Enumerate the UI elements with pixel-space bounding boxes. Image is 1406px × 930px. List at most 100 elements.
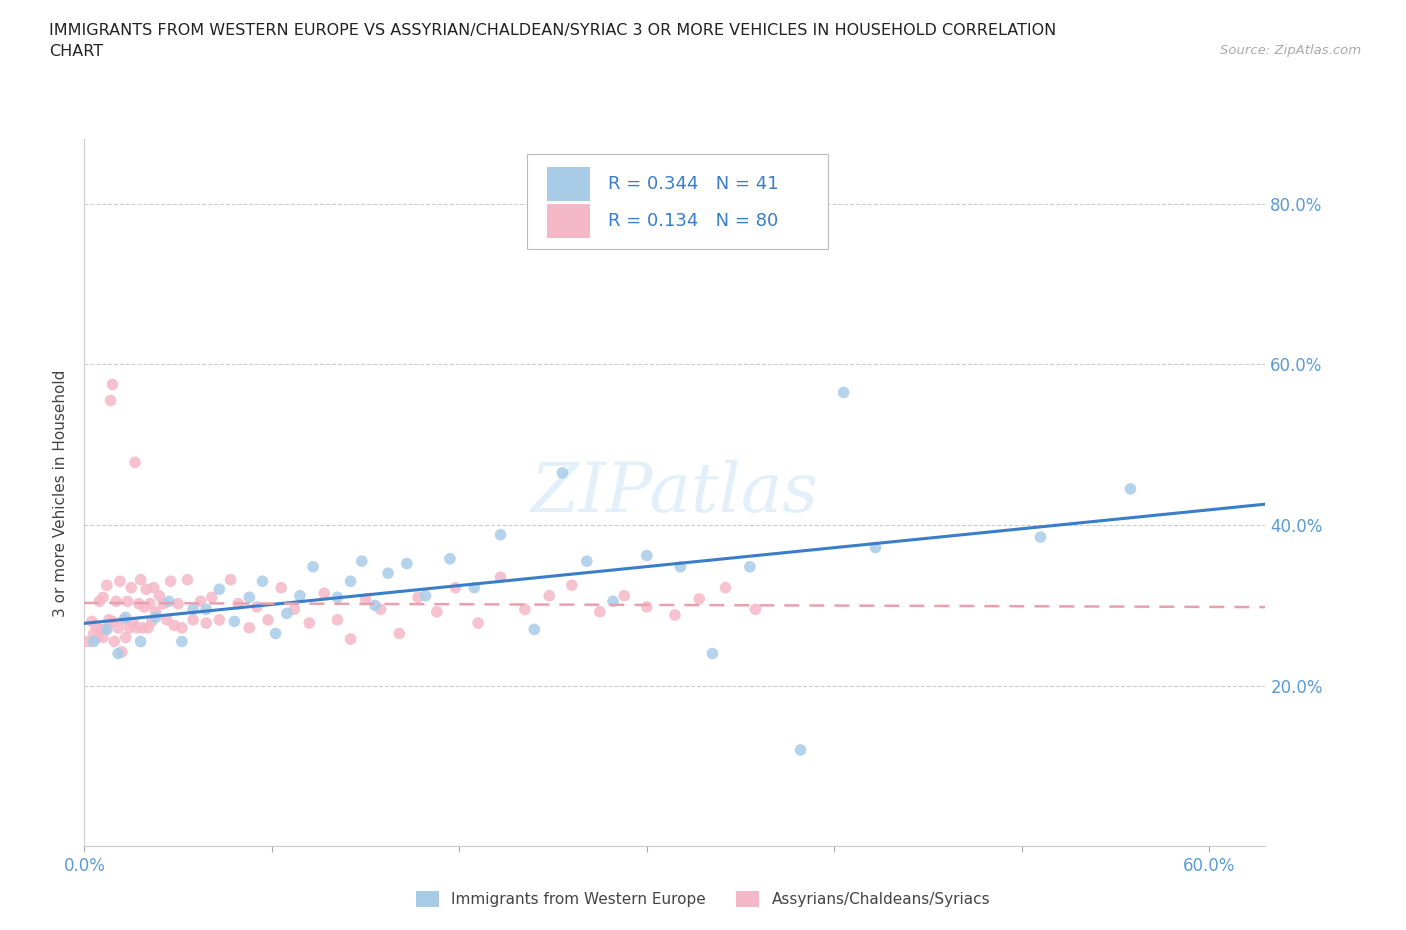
Point [152,596,174,611]
Point [439,551,461,566]
Point [208,612,231,627]
Point [129,634,152,649]
Point [257,612,280,627]
Point [467,616,489,631]
Point [135,582,157,597]
Point [114,610,136,625]
Point [170,620,193,635]
Point [395,556,418,571]
Point [339,574,361,589]
Point [195,616,218,631]
Point [364,598,387,613]
Point [101,614,124,629]
Legend: Immigrants from Western Europe, Assyrians/Chaldeans/Syriacs: Immigrants from Western Europe, Assyrian… [409,884,997,913]
Point [96,578,118,592]
Point [444,580,467,595]
Point [156,612,179,627]
Point [120,580,142,595]
Point [131,620,153,635]
Point [463,580,485,595]
Point [181,602,204,617]
Point [388,626,411,641]
Point [224,614,246,629]
Point [636,600,658,615]
Text: Source: ZipAtlas.com: Source: ZipAtlas.com [1220,44,1361,57]
Text: IMMIGRANTS FROM WESTERN EUROPE VS ASSYRIAN/CHALDEAN/SYRIAC 3 OR MORE VEHICLES IN: IMMIGRANTS FROM WESTERN EUROPE VS ASSYRI… [49,23,1056,38]
Point [406,590,429,604]
Point [538,589,561,604]
Point [96,622,118,637]
Point [91,590,114,604]
Point [789,742,811,757]
Point [636,548,658,563]
Point [339,631,361,646]
Point [91,630,114,644]
Text: ZIPatlas: ZIPatlas [531,459,818,526]
Point [136,620,159,635]
Point [426,604,449,619]
Point [602,594,624,609]
Point [145,610,167,625]
Bar [547,167,591,201]
Point [302,559,325,574]
Point [688,591,710,606]
Text: R = 0.134   N = 80: R = 0.134 N = 80 [607,212,778,230]
Point [702,646,724,661]
Point [167,596,190,611]
Point [94,622,117,637]
Point [270,580,292,595]
Point [832,385,855,400]
Bar [547,204,591,238]
Point [370,602,392,617]
Point [80,614,103,629]
Point [350,553,373,568]
Point [551,465,574,480]
Point [90,622,112,637]
Point [141,614,163,629]
Point [125,620,148,635]
Point [219,572,242,587]
Point [664,607,686,622]
Point [264,626,287,641]
Point [97,612,120,627]
Point [523,622,546,637]
Point [354,591,377,606]
Point [377,565,399,580]
Point [589,604,612,619]
Point [208,582,231,597]
Point [489,570,512,585]
Point [738,559,761,574]
Point [226,596,249,611]
Point [513,602,536,617]
Point [669,559,692,574]
Y-axis label: 3 or more Vehicles in Household: 3 or more Vehicles in Household [53,369,69,617]
Point [298,616,321,631]
Point [142,580,165,595]
Point [114,630,136,644]
Point [117,594,139,609]
Point [163,618,186,633]
Point [326,612,349,627]
Text: CHART: CHART [49,44,103,59]
Point [84,618,107,633]
Point [283,602,305,617]
Point [157,594,180,609]
Point [118,620,141,635]
Point [201,590,224,604]
Point [122,616,145,631]
Point [124,455,146,470]
Point [181,612,204,627]
Point [276,606,298,621]
Point [170,634,193,649]
Point [288,589,311,604]
Point [575,553,598,568]
Point [134,600,156,615]
Point [865,540,887,555]
Point [415,589,437,604]
Point [103,634,125,649]
Point [252,574,274,589]
Point [176,572,198,587]
Point [107,620,129,635]
Point [246,600,269,615]
Point [195,602,218,617]
